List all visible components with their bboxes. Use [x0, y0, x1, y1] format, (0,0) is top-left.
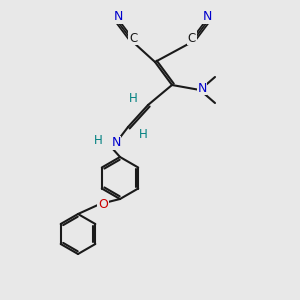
Text: C: C	[188, 32, 196, 44]
Text: C: C	[129, 32, 137, 44]
Text: N: N	[197, 82, 207, 94]
Text: N: N	[202, 11, 212, 23]
Text: H: H	[139, 128, 147, 142]
Text: N: N	[111, 136, 121, 149]
Text: O: O	[98, 197, 108, 211]
Text: N: N	[113, 11, 123, 23]
Text: H: H	[129, 92, 137, 104]
Text: H: H	[94, 134, 102, 146]
